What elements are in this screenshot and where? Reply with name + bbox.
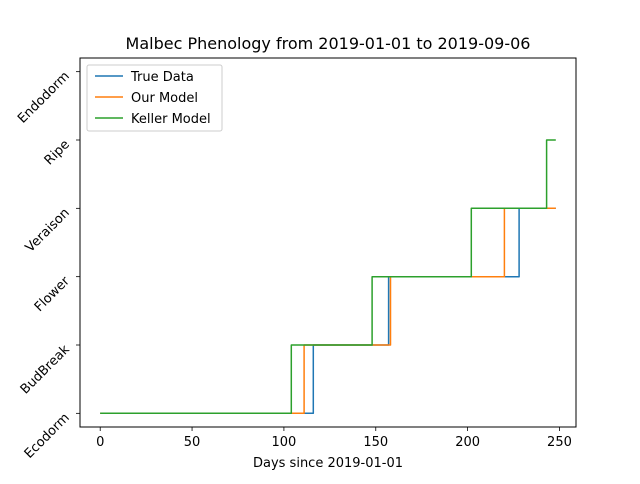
plot-area-frame xyxy=(79,57,577,428)
y-tick-label: Ripe xyxy=(42,137,73,168)
series-line-0 xyxy=(100,207,556,415)
x-tick-label: 0 xyxy=(96,435,104,450)
series-layer xyxy=(100,139,556,415)
series-line-2 xyxy=(100,139,556,415)
y-tick-label: BudBreak xyxy=(18,342,73,397)
x-tick-label: 150 xyxy=(363,435,388,450)
legend-label-1: Our Model xyxy=(131,91,198,106)
series-line-1 xyxy=(100,207,556,415)
y-tick-label: Veraison xyxy=(23,206,73,256)
x-axis-ticks: 0 50 100 150 200 250 xyxy=(96,427,572,450)
legend-label-0: True Data xyxy=(130,70,194,85)
x-axis-label: Days since 2019-01-01 xyxy=(253,456,403,471)
legend-label-2: Keller Model xyxy=(131,112,211,127)
y-tick-label: Flower xyxy=(32,273,73,314)
x-tick-label: 100 xyxy=(271,435,296,450)
x-tick-label: 200 xyxy=(455,435,480,450)
y-tick-label: Ecodorm xyxy=(22,411,73,462)
chart-title: Malbec Phenology from 2019-01-01 to 2019… xyxy=(126,34,531,53)
x-tick-label: 250 xyxy=(547,435,572,450)
legend: True Data Our Model Keller Model xyxy=(86,64,223,132)
legend-frame xyxy=(86,64,223,132)
x-tick-label: 50 xyxy=(184,435,201,450)
y-axis-ticks: Ecodorm BudBreak Flower Veraison Ripe Endodor… xyxy=(15,69,80,462)
y-tick-label: Endodorm xyxy=(15,69,73,127)
